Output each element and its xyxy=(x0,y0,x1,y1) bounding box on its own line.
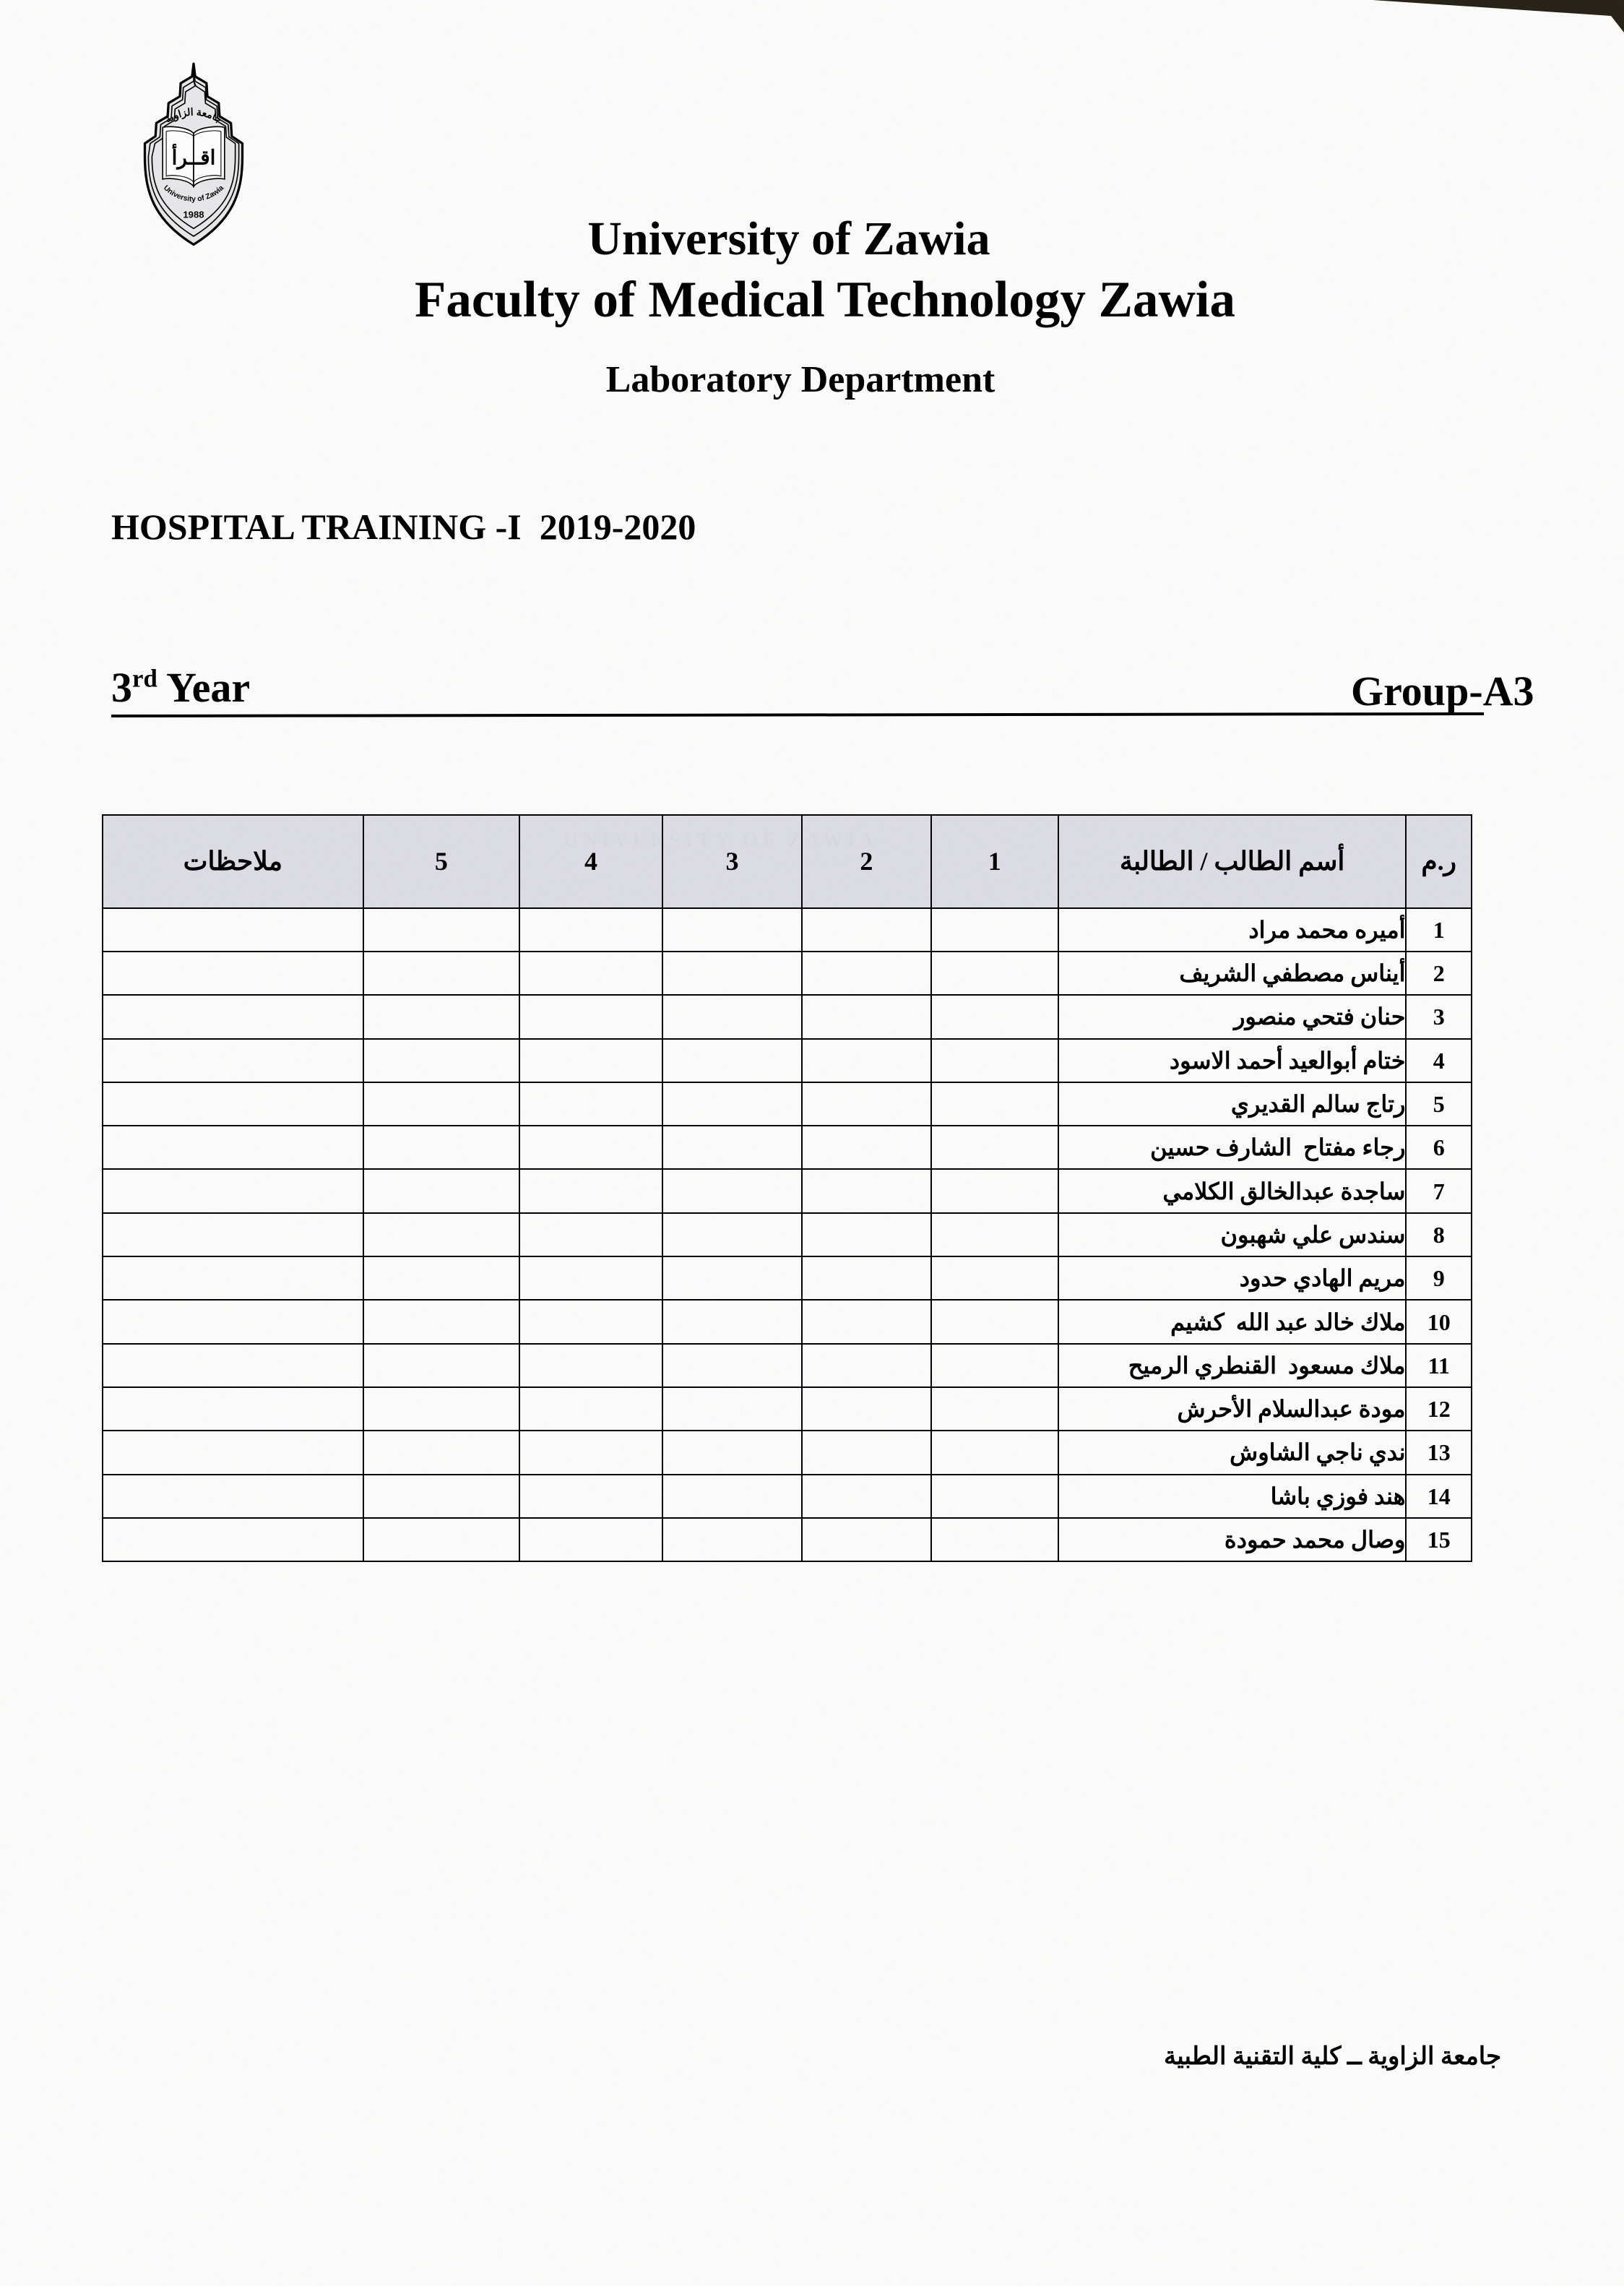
svg-text:اقــرأ: اقــرأ xyxy=(172,144,216,170)
